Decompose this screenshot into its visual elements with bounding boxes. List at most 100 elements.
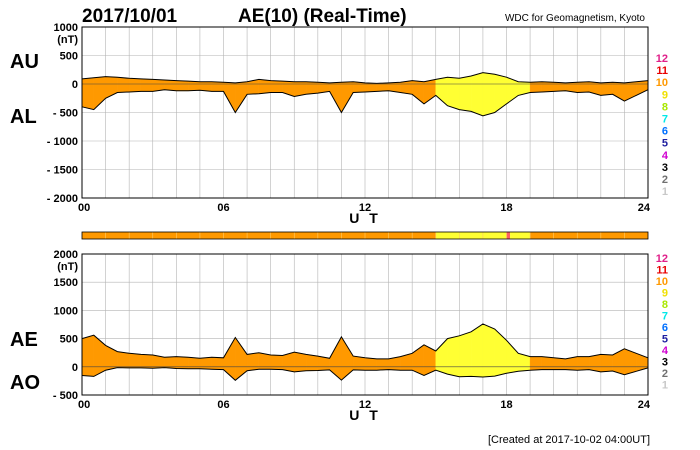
- au-al-panel: 1000 500 0 - 500 - 1000 - 1500 - 2000 (nT) 00 06 1…: [10, 22, 651, 226]
- activity-level-8: 8: [662, 299, 668, 311]
- activity-level-11: 11: [656, 265, 668, 277]
- activity-fill-segment: [447, 76, 460, 110]
- activity-fill-segment: [117, 351, 130, 369]
- y-tick-label: - 2000: [47, 193, 78, 205]
- y-tick-label: 0: [72, 362, 78, 374]
- activity-fill-segment: [529, 81, 543, 93]
- activity-fill-segment: [353, 81, 366, 93]
- activity-fill-segment: [353, 355, 366, 371]
- y-tick-label: 500: [60, 334, 78, 346]
- x-axis-label: U T: [349, 407, 381, 423]
- plot-frame: [81, 253, 649, 396]
- activity-fill-segment: [305, 81, 319, 95]
- activity-fill-segment: [128, 78, 142, 93]
- activity-fill-segment: [529, 356, 543, 371]
- activity-fill-segment: [81, 77, 94, 110]
- activity-level-8: 8: [662, 101, 668, 113]
- activity-fill-segment: [459, 75, 472, 112]
- x-tick-label: 12: [359, 202, 371, 214]
- activity-fill-segment: [270, 354, 283, 370]
- activity-fill-segment: [246, 352, 260, 371]
- activity-fill-segment: [140, 78, 153, 92]
- y-tick-label: 1000: [54, 22, 78, 34]
- activity-fill-segment: [128, 353, 142, 369]
- activity-level-4: 4: [662, 345, 669, 357]
- activity-fill-segment: [541, 81, 554, 93]
- series-line-al: [81, 89, 649, 117]
- index-label-lower: AL: [10, 106, 37, 128]
- activity-level-3: 3: [662, 357, 668, 369]
- activity-fill-segment: [553, 82, 566, 92]
- source-label: WDC for Geomagnetism, Kyoto: [505, 13, 645, 24]
- activity-fill-segment: [187, 80, 201, 92]
- y-tick-label: - 1000: [47, 136, 78, 148]
- x-tick-label: 24: [638, 399, 651, 411]
- index-label-upper: AE: [10, 329, 38, 351]
- x-tick-label: 06: [217, 399, 229, 411]
- activity-fill-segment: [176, 80, 189, 92]
- activity-level-7: 7: [662, 311, 668, 323]
- x-axis-label: U T: [349, 210, 381, 226]
- activity-level-2: 2: [662, 174, 668, 186]
- activity-bar-segment: [510, 232, 531, 239]
- activity-level-12: 12: [656, 253, 668, 265]
- y-tick-label: 1000: [54, 305, 78, 317]
- activity-level-1: 1: [662, 380, 668, 392]
- activity-level-10: 10: [656, 276, 668, 288]
- x-tick-label: 06: [217, 202, 229, 214]
- series-line-ao: [81, 367, 649, 381]
- activity-fill-segment: [199, 81, 212, 92]
- activity-fill-segment: [470, 72, 484, 117]
- activity-level-11: 11: [656, 65, 668, 77]
- activity-fill-segment: [140, 354, 153, 369]
- y-tick-label: 500: [60, 51, 78, 63]
- activity-level-5: 5: [662, 138, 668, 150]
- date-title: 2017/10/01: [82, 6, 178, 27]
- series-line-au: [81, 72, 649, 84]
- activity-fill-segment: [117, 76, 130, 93]
- activity-fill-segment: [577, 81, 590, 93]
- activity-level-3: 3: [662, 162, 668, 174]
- activity-fill-segment: [482, 72, 495, 117]
- activity-level-5: 5: [662, 334, 668, 346]
- activity-fill-segment: [541, 356, 554, 370]
- activity-fill-segment: [459, 331, 472, 377]
- x-tick-label: 00: [78, 399, 90, 411]
- activity-bar-segment: [435, 232, 507, 239]
- activity-fill-segment: [400, 80, 413, 95]
- y-tick-label: - 500: [53, 108, 78, 120]
- activity-level-6: 6: [662, 126, 668, 138]
- activity-level-10: 10: [656, 77, 668, 89]
- activity-fill-segment: [470, 323, 484, 378]
- x-tick-label: 18: [500, 202, 512, 214]
- y-tick-label: 1500: [54, 277, 78, 289]
- plot-frame: [81, 26, 649, 199]
- activity-fill-segment: [376, 358, 389, 371]
- activity-fill-segment: [482, 323, 495, 378]
- activity-bar-segment: [530, 232, 648, 239]
- activity-fill-segment: [270, 80, 283, 93]
- x-tick-label: 24: [638, 202, 651, 214]
- activity-level-6: 6: [662, 322, 668, 334]
- activity-fill-segment: [81, 334, 94, 377]
- y-tick-label: 2000: [54, 249, 78, 261]
- activity-fill-segment: [164, 79, 177, 92]
- y-tick-label: - 1500: [47, 165, 78, 177]
- ae-ao-panel: 2000 1500 1000 500 0 - 500 (nT) 00 06 12 18 24 U T AE…: [10, 249, 651, 423]
- index-label-upper: AU: [10, 51, 39, 73]
- activity-level-9: 9: [662, 288, 668, 300]
- activity-fill-segment: [553, 357, 566, 370]
- activity-level-4: 4: [662, 150, 669, 162]
- activity-bar-segment: [506, 232, 511, 239]
- x-tick-label: 18: [500, 399, 512, 411]
- y-tick-label: - 500: [53, 390, 78, 402]
- created-timestamp: [Created at 2017-10-02 04:00UT]: [488, 434, 650, 446]
- activity-fill-segment: [294, 351, 307, 373]
- series-line-ae: [81, 323, 649, 360]
- activity-fill-segment: [211, 81, 224, 92]
- activity-level-12: 12: [656, 53, 668, 65]
- activity-fill-segment: [305, 354, 319, 371]
